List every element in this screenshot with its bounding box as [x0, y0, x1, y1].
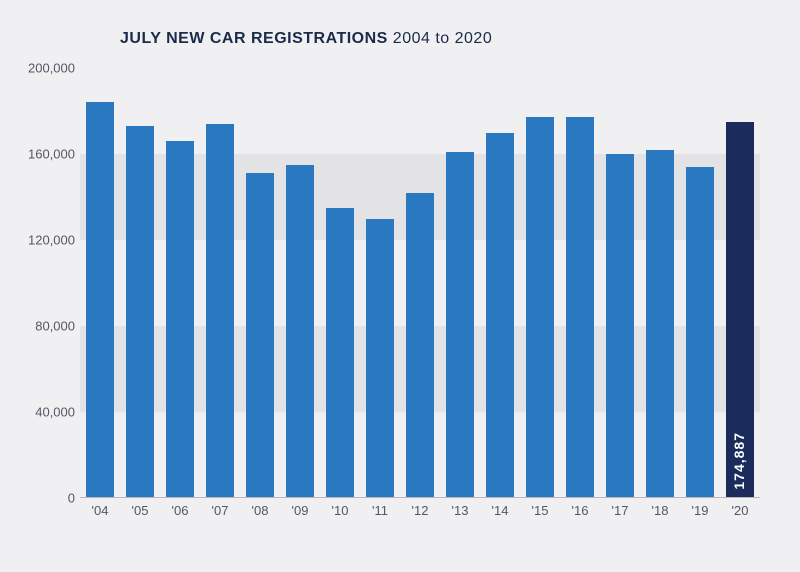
y-tick-label: 80,000: [10, 319, 75, 334]
x-tick-label: '19: [692, 503, 709, 518]
y-tick-label: 200,000: [10, 61, 75, 76]
title-light: 2004 to 2020: [393, 30, 492, 47]
title-bold: JULY NEW CAR REGISTRATIONS: [120, 30, 388, 47]
bar: [526, 117, 553, 498]
chart-container: JULY NEW CAR REGISTRATIONS 2004 to 2020 …: [0, 0, 800, 572]
bar-highlight: 174,887: [726, 122, 753, 498]
bar-value-label: 174,887: [731, 432, 747, 490]
x-tick-label: '05: [132, 503, 149, 518]
bar: [446, 152, 473, 498]
x-tick-label: '18: [652, 503, 669, 518]
plot-area: 040,00080,000120,000160,000200,000 174,8…: [80, 68, 760, 498]
bar: [126, 126, 153, 498]
bar: [486, 133, 513, 499]
bars-group: 174,887: [80, 68, 760, 498]
bar: [86, 102, 113, 498]
x-tick-label: '15: [532, 503, 549, 518]
x-baseline: [80, 497, 760, 498]
bar: [366, 219, 393, 499]
bar: [246, 173, 273, 498]
x-tick-label: '04: [92, 503, 109, 518]
bar: [406, 193, 433, 498]
x-tick-label: '20: [732, 503, 749, 518]
x-tick-label: '12: [412, 503, 429, 518]
bar: [286, 165, 313, 498]
y-axis: 040,00080,000120,000160,000200,000: [10, 68, 75, 498]
x-tick-label: '17: [612, 503, 629, 518]
bar: [686, 167, 713, 498]
x-tick-label: '13: [452, 503, 469, 518]
bar: [206, 124, 233, 498]
y-tick-label: 120,000: [10, 233, 75, 248]
bar: [166, 141, 193, 498]
y-tick-label: 160,000: [10, 147, 75, 162]
x-tick-label: '10: [332, 503, 349, 518]
x-tick-label: '11: [372, 503, 388, 518]
bar: [566, 117, 593, 498]
x-tick-label: '09: [292, 503, 309, 518]
x-tick-label: '16: [572, 503, 589, 518]
chart-title: JULY NEW CAR REGISTRATIONS 2004 to 2020: [120, 30, 760, 48]
x-tick-label: '14: [492, 503, 509, 518]
bar: [606, 154, 633, 498]
x-tick-label: '07: [212, 503, 229, 518]
y-tick-label: 40,000: [10, 405, 75, 420]
bar: [646, 150, 673, 498]
y-tick-label: 0: [10, 491, 75, 506]
bar: [326, 208, 353, 498]
x-tick-label: '06: [172, 503, 189, 518]
x-tick-label: '08: [252, 503, 269, 518]
